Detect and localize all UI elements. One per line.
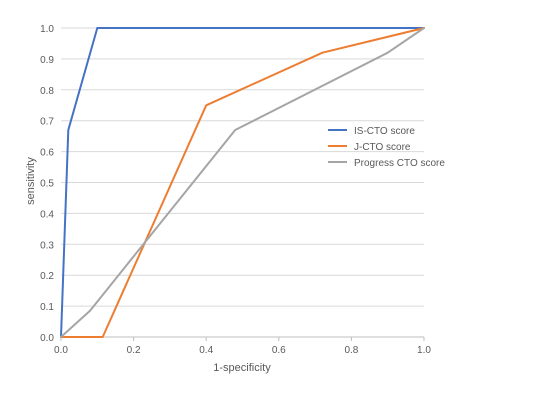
y-tick-label: 0.2 xyxy=(40,271,54,282)
x-axis-title: 1-specificity xyxy=(213,362,271,374)
y-tick-label: 1.0 xyxy=(40,24,54,35)
y-tick-label: 0.5 xyxy=(40,179,54,190)
series-line-2 xyxy=(60,27,425,338)
series-layer xyxy=(60,27,425,338)
y-tick-label: 0.9 xyxy=(40,55,54,66)
series-line-1 xyxy=(60,27,425,338)
y-tick-label: 0.0 xyxy=(40,333,54,344)
y-tick-label: 0.1 xyxy=(40,302,54,313)
y-tick-label: 0.7 xyxy=(40,117,54,128)
legend-label: Progress CTO score xyxy=(354,158,445,169)
y-tick-label: 0.3 xyxy=(40,240,54,251)
x-tick-label: 0.6 xyxy=(272,345,286,356)
x-tick-label: 0.0 xyxy=(54,345,68,356)
axis-layer: 0.0 0.1 0.2 0.3 0.4 0.5 0.6 0.7 0.8 0.9 1.0 0.0 0.2 0… xyxy=(40,24,431,356)
x-tick-label: 0.4 xyxy=(199,345,213,356)
y-axis-title: sensitivity xyxy=(25,157,37,205)
y-tick-label: 0.8 xyxy=(40,86,54,97)
legend-label: J-CTO score xyxy=(354,142,411,153)
x-tick-label: 0.2 xyxy=(127,345,141,356)
legend: IS-CTO score J-CTO score Progress CTO scor… xyxy=(328,126,445,169)
x-tick-label: 0.8 xyxy=(344,345,358,356)
x-tick-label: 1.0 xyxy=(417,345,431,356)
y-tick-label: 0.6 xyxy=(40,148,54,159)
legend-label: IS-CTO score xyxy=(354,126,415,137)
y-tick-label: 0.4 xyxy=(40,209,54,220)
series-line-3 xyxy=(60,27,425,338)
